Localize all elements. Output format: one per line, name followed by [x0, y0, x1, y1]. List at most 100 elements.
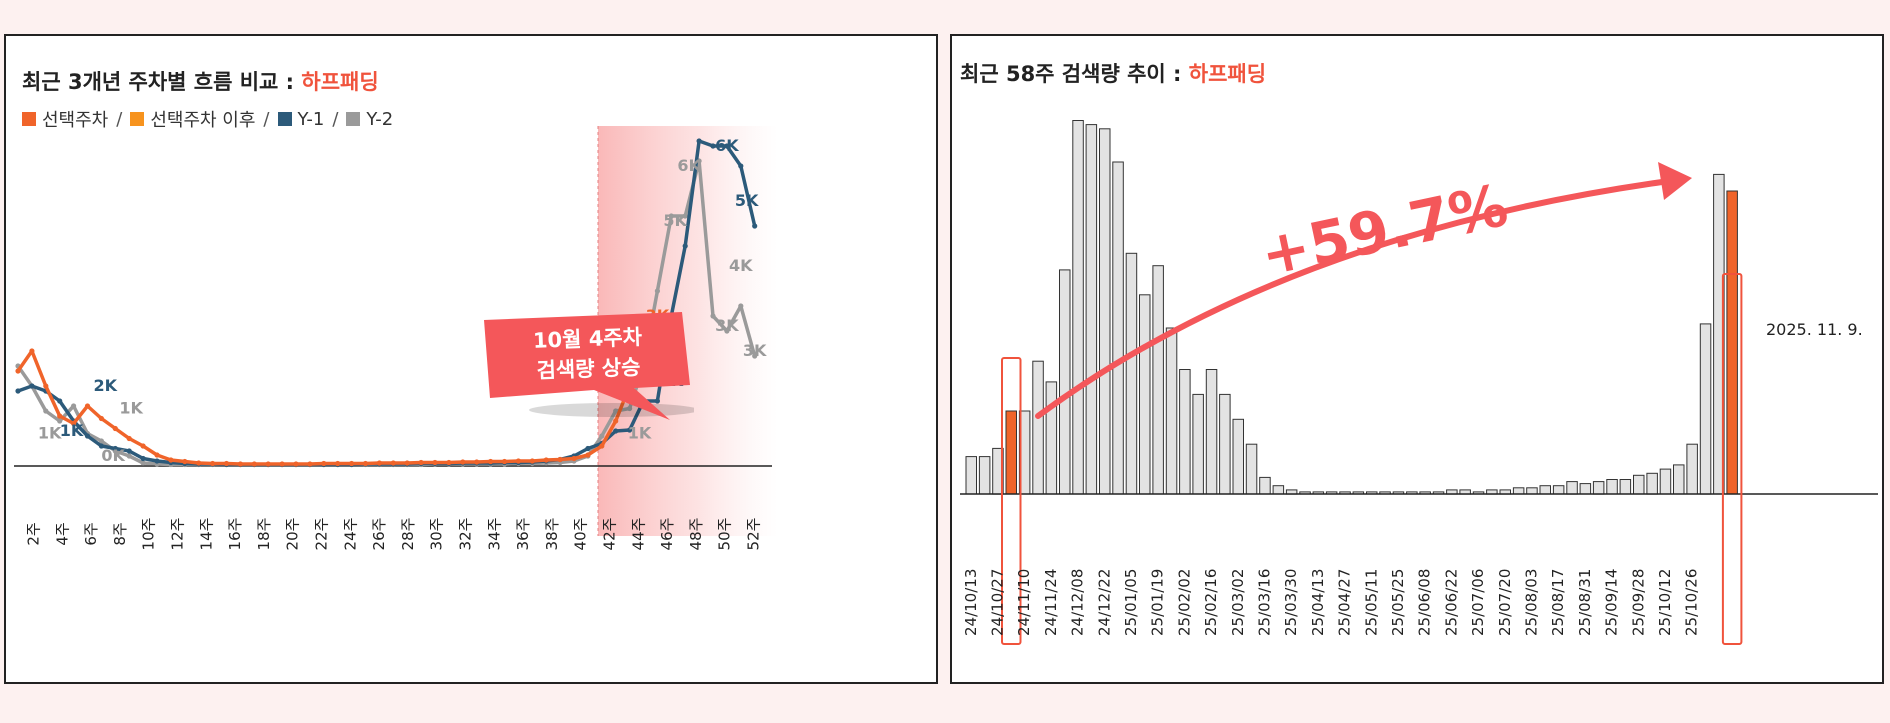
left-title-brand: 하프패딩 [301, 70, 379, 94]
x-tick-label: 28주 [399, 518, 417, 551]
series-point [237, 461, 243, 467]
series-point [738, 303, 744, 309]
x-tick-label: 42주 [601, 518, 619, 551]
series-point [57, 418, 63, 424]
x-tick-label: 18주 [255, 518, 273, 551]
series-point [752, 353, 758, 359]
right-chart-title: 최근 58주 검색량 추이 : 하프패딩 [960, 58, 1266, 88]
bar-chart: 24/10/13 24/10/27 24/11/10 24/11/24 24/12/08… [960, 120, 1878, 645]
series-point [654, 288, 661, 294]
series-point [321, 460, 327, 467]
series-point [613, 408, 619, 414]
x-tick-label: 25/03/16 [1255, 569, 1273, 636]
highlight-box [1001, 357, 1022, 645]
data-label: 3K [743, 341, 767, 360]
highlight-box [1721, 273, 1743, 645]
bar [1592, 481, 1605, 495]
x-tick-label: 40주 [572, 518, 590, 551]
bar [1633, 474, 1645, 495]
series-point [627, 427, 633, 433]
weekly-trend-panel: 최근 58주 검색량 추이 : 하프패딩 24/10/13 24/10/27 24/… [950, 34, 1884, 684]
data-label: 0K [101, 446, 125, 465]
series-point [738, 163, 744, 169]
x-tick-label: 25/05/11 [1362, 569, 1380, 636]
series-point [71, 420, 77, 427]
bar [1032, 360, 1044, 495]
series-point [627, 405, 633, 412]
x-tick-label: 14주 [197, 518, 215, 551]
series-point [154, 458, 160, 464]
x-tick-label: 30주 [428, 518, 446, 551]
series-point [571, 455, 577, 462]
series-point [140, 443, 146, 449]
series-point [98, 415, 104, 422]
bar [1152, 265, 1164, 495]
bar [1566, 481, 1578, 495]
right-title-text: 최근 58주 검색량 추이 : [960, 62, 1189, 86]
legend-label: Y-2 [366, 108, 394, 130]
series-point [15, 368, 21, 374]
x-tick-label: 24/11/10 [1015, 569, 1033, 636]
data-label: 4K [729, 256, 753, 275]
x-tick-label: 25/08/31 [1576, 569, 1594, 636]
x-tick-label: 36주 [514, 518, 532, 551]
series-point [29, 348, 35, 354]
bar [1059, 269, 1071, 495]
series-point [168, 457, 174, 463]
data-label: 1K [38, 424, 62, 443]
bar [1192, 393, 1204, 495]
data-label: 1K [628, 424, 652, 443]
bar [1179, 369, 1191, 495]
legend-swatch [130, 112, 145, 126]
x-tick-label: 25/07/20 [1496, 569, 1514, 636]
series-point [43, 408, 49, 414]
legend-separator: / [263, 108, 270, 130]
series-point [460, 459, 466, 465]
latest-date-label: 2025. 11. 9. [1766, 320, 1863, 339]
right-title-brand: 하프패딩 [1188, 62, 1267, 86]
line-chart: 2주 4주 6주 8주 10주 12주 14주 16주 18주 20주 22주 24주 26주 28주 30… [14, 126, 778, 551]
x-tick-label: 25/01/19 [1149, 569, 1167, 636]
series-point [84, 433, 91, 439]
series-point [43, 383, 49, 389]
legend-swatch [346, 112, 361, 126]
x-tick-label: 25/02/02 [1175, 569, 1193, 636]
series-point [223, 460, 230, 467]
series-point [98, 443, 104, 449]
series-point [71, 403, 77, 409]
bar [1606, 479, 1618, 495]
x-tick-label: 20주 [284, 518, 302, 551]
series-point [307, 461, 313, 467]
bar [1659, 468, 1672, 495]
legend-item: 선택주차 [22, 106, 108, 132]
growth-arrow-head [1658, 162, 1692, 200]
x-tick-label: 46주 [658, 518, 676, 551]
bar [1579, 483, 1592, 495]
data-label: 5K [735, 191, 759, 210]
series-point [557, 456, 563, 463]
x-tick-label: 25/06/08 [1416, 569, 1434, 636]
x-tick-label: 24/10/27 [989, 569, 1007, 636]
weekly-comparison-panel: 최근 3개년 주차별 흐름 비교 : 하프패딩 선택주차 / 선택주차 이후 / Y-1… [4, 34, 938, 684]
callout-box: 10월 4주차 검색량 상승 [484, 300, 694, 420]
x-tick-label: 34주 [485, 518, 503, 551]
bar [1686, 443, 1698, 495]
bar [1646, 472, 1658, 495]
bar [1205, 369, 1218, 495]
x-tick-label: 25/01/05 [1122, 569, 1140, 636]
x-tick-label: 8주 [111, 522, 129, 545]
legend-item: 선택주차 이후 [130, 106, 255, 132]
series-point [265, 461, 271, 467]
series-point [335, 460, 341, 467]
bar [1245, 443, 1258, 495]
legend-swatch [277, 112, 292, 126]
bar [1139, 294, 1151, 495]
series-point [585, 445, 591, 452]
x-tick-label: 25/03/30 [1282, 569, 1300, 636]
bar [1072, 120, 1084, 495]
x-tick-label: 25/06/22 [1442, 569, 1460, 636]
bar [1112, 161, 1124, 495]
series-point [613, 418, 619, 424]
legend-label: Y-1 [297, 108, 325, 130]
series-point [293, 461, 299, 467]
